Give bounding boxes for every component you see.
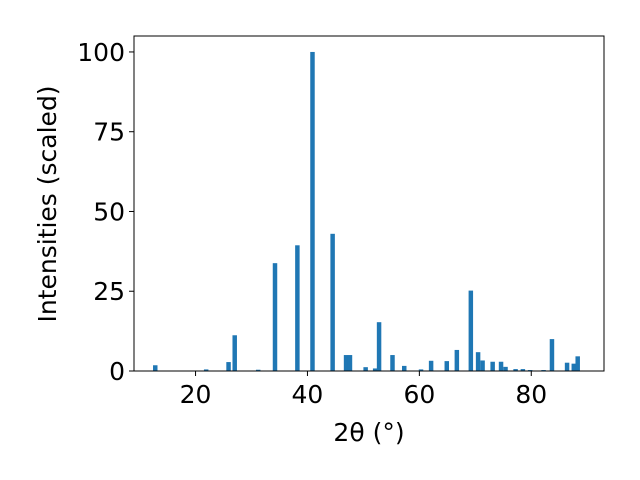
bar (520, 369, 526, 371)
bar (490, 361, 495, 371)
bar (390, 355, 395, 371)
y-tick-label: 50 (93, 197, 125, 226)
bar (549, 339, 555, 371)
bar (310, 51, 315, 371)
bar (468, 290, 474, 371)
bar (330, 233, 335, 371)
bar (498, 361, 504, 371)
y-tick-label: 25 (93, 277, 125, 306)
bar (372, 368, 378, 371)
x-axis-ticks: 20 40 60 80 (180, 371, 547, 409)
bar (343, 355, 349, 371)
bar (272, 263, 278, 371)
bar (376, 322, 382, 371)
y-tick-label: 75 (93, 118, 125, 147)
bar (444, 361, 450, 371)
bar (153, 365, 158, 371)
bar (295, 245, 300, 371)
bar (402, 365, 407, 371)
bar (513, 369, 518, 371)
y-axis-label: Intensities (scaled) (33, 85, 62, 322)
bar (226, 362, 231, 371)
bar (255, 369, 261, 371)
bar (232, 335, 237, 371)
x-tick-label: 40 (292, 380, 324, 409)
bar (203, 369, 209, 371)
bar (503, 366, 508, 371)
bar (418, 369, 424, 371)
bar (475, 352, 481, 371)
y-axis-ticks: 0 25 50 75 100 (77, 38, 134, 386)
y-tick-label: 100 (77, 38, 125, 67)
bar (571, 363, 577, 371)
x-tick-label: 20 (180, 380, 212, 409)
bar (347, 355, 353, 371)
x-axis-label: 2θ (°) (333, 418, 404, 447)
bar (480, 360, 485, 371)
bar (428, 360, 434, 371)
bar (575, 356, 580, 371)
bar (363, 367, 368, 371)
bar (564, 362, 570, 371)
axes-frame (133, 35, 605, 372)
bars-group (153, 51, 580, 371)
bar (454, 349, 460, 371)
y-tick-label: 0 (109, 357, 125, 386)
x-tick-label: 60 (403, 380, 435, 409)
x-tick-label: 80 (515, 380, 547, 409)
